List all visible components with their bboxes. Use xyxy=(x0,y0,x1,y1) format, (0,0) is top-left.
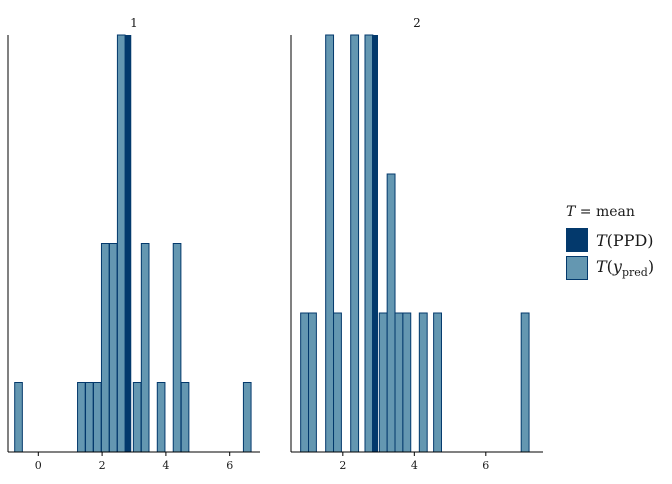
panel-title: 2 xyxy=(413,16,421,30)
legend-label-ppd-main: PPD xyxy=(612,230,648,250)
histogram-bar xyxy=(100,243,110,453)
legend-label-ppd-open: ( xyxy=(606,230,613,250)
histogram-bar xyxy=(433,312,442,453)
histogram-bar xyxy=(92,382,102,453)
histogram-bar xyxy=(520,312,530,453)
x-tick-label: 0 xyxy=(35,459,42,472)
x-tick-label: 4 xyxy=(162,459,169,472)
histogram-bar xyxy=(402,312,412,453)
histogram-bar xyxy=(180,382,190,453)
panel-1: 1 0 2 4 6 xyxy=(7,16,260,472)
legend-label-pred-main: y xyxy=(612,256,622,276)
histogram-bar xyxy=(14,382,23,453)
legend: T = mean T(PPD) T(ypred) xyxy=(566,204,654,282)
legend-title-var: T xyxy=(566,204,576,220)
histogram-bar xyxy=(386,173,396,453)
legend-label-pred-sub: pred xyxy=(621,266,648,280)
legend-label-ppd: T(PPD) xyxy=(596,231,654,250)
histogram-bar xyxy=(108,243,118,453)
x-tick-label: 4 xyxy=(411,459,418,472)
legend-title-eq: = mean xyxy=(575,204,635,220)
legend-item-pred: T(ypred) xyxy=(566,254,654,282)
legend-label-ppd-var: T xyxy=(596,230,607,250)
legend-title: T = mean xyxy=(566,204,654,220)
histogram-bar xyxy=(172,243,182,453)
histogram-bar xyxy=(378,312,388,453)
legend-item-ppd: T(PPD) xyxy=(566,226,654,254)
histogram-bar xyxy=(364,34,374,453)
histogram-bar xyxy=(85,382,94,453)
histogram-bar xyxy=(325,34,335,453)
histogram-bar xyxy=(140,243,150,453)
histogram-bar xyxy=(394,312,404,453)
legend-key-ppd xyxy=(566,228,588,252)
x-tick-label: 6 xyxy=(482,459,489,472)
ppd-stat-line xyxy=(125,35,132,452)
legend-label-pred-open: ( xyxy=(606,256,613,276)
legend-label-ppd-close: ) xyxy=(647,230,654,250)
panel-title: 1 xyxy=(130,16,138,30)
x-tick-label: 2 xyxy=(339,459,346,472)
histogram-bar xyxy=(77,382,86,453)
legend-key-pred xyxy=(566,256,588,280)
histogram-bar xyxy=(116,34,126,453)
histogram-bar xyxy=(300,312,310,453)
x-tick-label: 2 xyxy=(99,459,106,472)
legend-label-pred-var: T xyxy=(596,256,607,276)
histogram-bar xyxy=(132,382,142,453)
panel-2: 2 2 4 6 xyxy=(290,16,543,472)
histogram-bar xyxy=(308,312,317,453)
histogram-bar xyxy=(333,312,342,453)
legend-label-pred-close: ) xyxy=(647,256,655,276)
x-tick-label: 6 xyxy=(226,459,233,472)
histogram-bar xyxy=(418,312,428,453)
histogram-bar xyxy=(350,34,360,453)
histogram-bar xyxy=(156,382,166,453)
ppd-stat-line xyxy=(372,35,378,452)
legend-label-pred: T(ypred) xyxy=(596,257,654,279)
histogram-bar xyxy=(242,382,252,453)
